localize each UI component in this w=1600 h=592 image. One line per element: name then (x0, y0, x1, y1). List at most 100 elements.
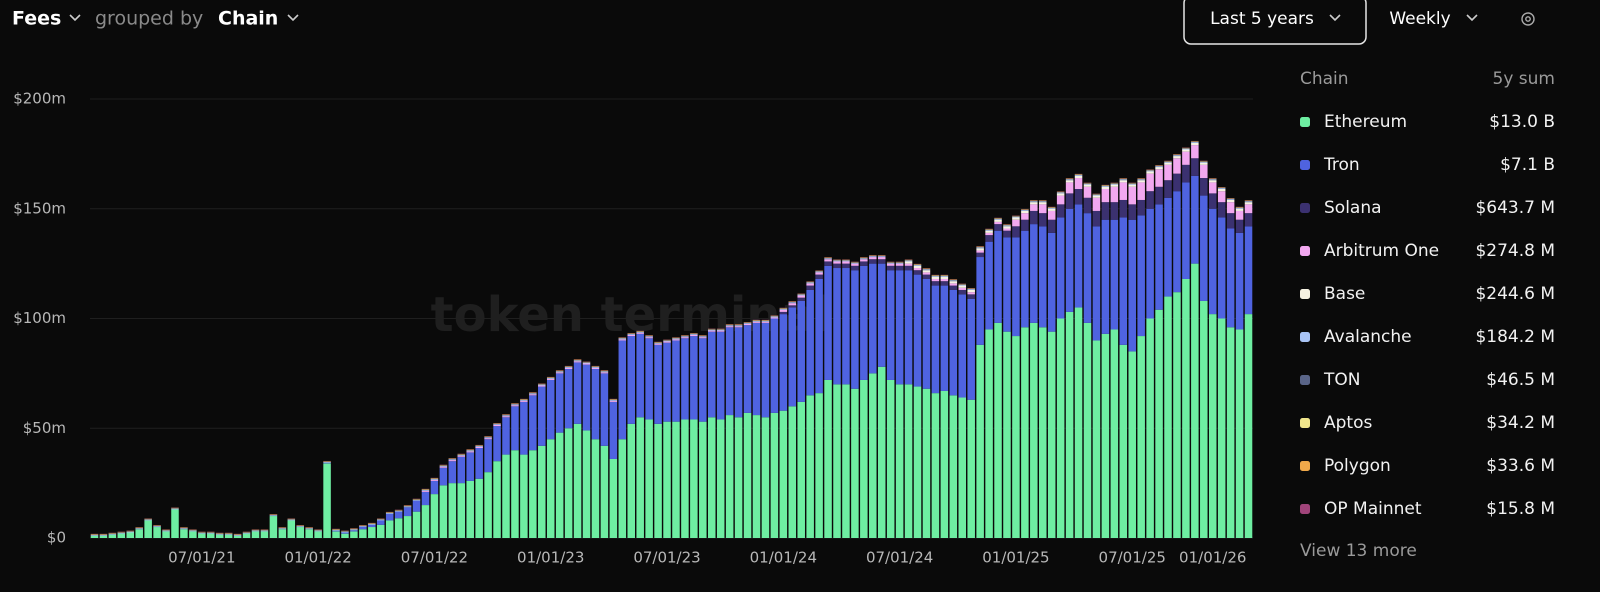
bar-segment (314, 531, 322, 538)
bar-segment (1039, 202, 1047, 205)
bar-segment (949, 280, 958, 282)
bar-segment (725, 325, 734, 327)
bar-segment (895, 265, 904, 271)
settings-icon[interactable] (1521, 12, 1535, 26)
bar-segment (877, 259, 886, 264)
bar-segment (1128, 183, 1136, 185)
bar-segment (940, 278, 949, 282)
bar-segment (663, 342, 671, 422)
bar-segment (806, 395, 814, 538)
bar-segment (1047, 331, 1056, 538)
bar-segment (1047, 208, 1056, 211)
bar-segment (627, 423, 635, 538)
bar-segment (1200, 161, 1208, 163)
bar-segment (1191, 175, 1199, 264)
legend-swatch (1300, 160, 1310, 170)
bar-segment (940, 281, 949, 286)
bar-segment (1012, 237, 1020, 337)
bar-segment (1200, 162, 1208, 165)
x-tick-label: 07/01/23 (633, 549, 700, 567)
bar-segment (242, 532, 251, 534)
y-tick-label: $0 (47, 529, 66, 547)
bar-segment (940, 390, 949, 538)
bar-segment (1065, 180, 1074, 183)
bar-segment (976, 344, 984, 538)
bar-segment (636, 333, 644, 418)
view-more[interactable]: View 13 more (1300, 541, 1417, 561)
bar-segment (690, 336, 698, 420)
bar-segment (681, 336, 689, 338)
bar-segment (1047, 207, 1056, 209)
bar-segment (1047, 219, 1056, 233)
bar-segment (833, 384, 841, 538)
chevron (1329, 14, 1341, 22)
bar-segment (359, 529, 367, 538)
bar-segment (618, 340, 627, 440)
bar-segment (1074, 307, 1083, 538)
bar-segment (627, 334, 635, 335)
y-tick-label: $200m (13, 90, 66, 108)
bar-segment (350, 531, 358, 538)
range-label: Last 5 years (1210, 9, 1314, 29)
bar-segment (573, 423, 582, 538)
bar-segment (1110, 329, 1119, 538)
bar-segment (1119, 344, 1128, 538)
bar-segment (1039, 327, 1047, 538)
bar-segment (368, 527, 376, 538)
bar-segment (708, 331, 716, 418)
bar-segment (1012, 219, 1020, 227)
bar-segment (806, 285, 814, 290)
bar-segment (421, 490, 430, 492)
bar-segment (1003, 225, 1011, 227)
bar-segment (922, 274, 931, 279)
bar-segment (672, 421, 680, 538)
bar-segment (708, 330, 716, 332)
bar-segment (922, 269, 931, 271)
range-button[interactable] (1183, 0, 1367, 45)
bar-segment (1182, 151, 1190, 165)
bar-segment (949, 283, 958, 286)
bar-segment (958, 287, 967, 290)
bar-segment (198, 533, 206, 538)
bar-segment (824, 259, 832, 262)
interval-selector[interactable]: Weekly (1389, 9, 1450, 29)
bar-segment (529, 393, 537, 395)
bar-segment (860, 259, 868, 262)
bar-segment (976, 247, 984, 249)
bar-segment (699, 338, 707, 422)
bar-segment (421, 491, 430, 506)
metric-selector[interactable]: Fees (12, 8, 61, 30)
bar-segment (475, 478, 483, 538)
legend-swatch (1300, 504, 1310, 514)
bar-segment (350, 530, 358, 532)
bar-segment (1191, 142, 1199, 143)
bar-segment (1047, 232, 1056, 332)
bar-segment (815, 271, 823, 273)
bar-segment (1030, 201, 1038, 203)
bar-segment (555, 432, 564, 538)
bar-segment (994, 221, 1002, 225)
bar-segment (752, 321, 761, 323)
bar-segment (1235, 219, 1244, 233)
x-tick-label: 07/01/25 (1099, 549, 1166, 567)
bar-segment (922, 278, 931, 389)
bar-segment (1012, 336, 1020, 538)
bar-segment (842, 260, 850, 262)
bar-segment (475, 448, 483, 479)
bar-segment (1039, 213, 1047, 227)
bar-segment (716, 330, 725, 332)
bar-segment (1003, 237, 1011, 332)
bar-segment (600, 372, 609, 374)
legend-name: Aptos (1324, 413, 1372, 433)
bar-segment (734, 327, 743, 418)
bar-segment (582, 430, 591, 538)
bar-segment (135, 529, 143, 538)
bar-segment (788, 307, 797, 407)
bar-segment (493, 461, 501, 538)
bar-segment (645, 337, 653, 339)
group-selector[interactable]: Chain (218, 8, 278, 30)
bar-segment (520, 401, 528, 455)
bar-segment (806, 282, 814, 284)
bar-segment (520, 400, 528, 402)
bar-segment (1039, 226, 1047, 328)
